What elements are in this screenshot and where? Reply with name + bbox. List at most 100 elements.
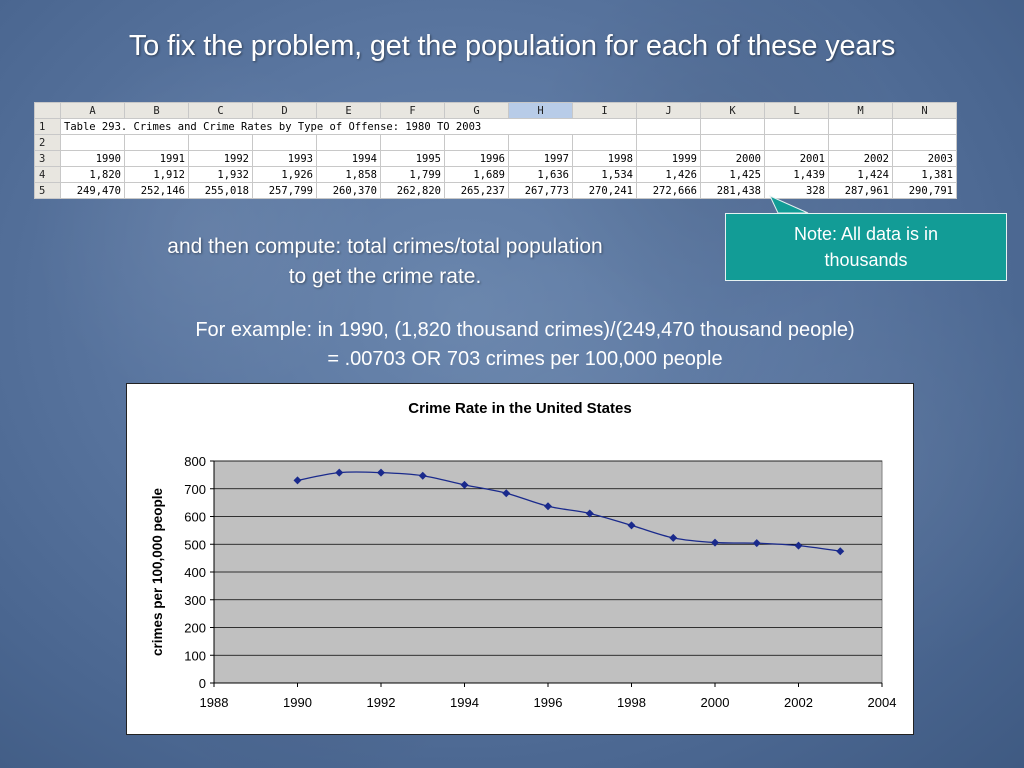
row-header-4[interactable]: 4 xyxy=(34,166,61,183)
cell-i3[interactable]: 1998 xyxy=(572,150,637,167)
data-point-2000 xyxy=(711,538,719,547)
column-header-a[interactable]: A xyxy=(60,102,125,119)
column-header-l[interactable]: L xyxy=(764,102,829,119)
cell-m3[interactable]: 2002 xyxy=(828,150,893,167)
cell-a5[interactable]: 249,470 xyxy=(60,182,125,199)
cell-f3[interactable]: 1995 xyxy=(380,150,445,167)
cell-i4[interactable]: 1,534 xyxy=(572,166,637,183)
data-point-1994 xyxy=(460,480,469,489)
column-header-n[interactable]: N xyxy=(892,102,957,119)
compute-line1: and then compute: total crimes/total pop… xyxy=(167,235,603,258)
cell-i5[interactable]: 270,241 xyxy=(572,182,637,199)
cell-g5[interactable]: 265,237 xyxy=(444,182,509,199)
cell[interactable] xyxy=(828,118,893,135)
cell-c3[interactable]: 1992 xyxy=(188,150,253,167)
data-point-1995 xyxy=(502,489,511,498)
cell-b4[interactable]: 1,912 xyxy=(124,166,189,183)
cell-c2[interactable] xyxy=(188,134,253,151)
cell-l4[interactable]: 1,439 xyxy=(764,166,829,183)
row-header-5[interactable]: 5 xyxy=(34,182,61,199)
cell-m2[interactable] xyxy=(828,134,893,151)
cell-d2[interactable] xyxy=(252,134,317,151)
sheet-row-4: 4 1,820 1,912 1,932 1,926 1,858 1,799 1,689 1,63… xyxy=(34,166,957,183)
example-line1: For example: in 1990, (1,820 thousand cr… xyxy=(195,319,855,341)
row-header-1[interactable]: 1 xyxy=(34,118,61,135)
cell-e2[interactable] xyxy=(316,134,381,151)
column-header-g[interactable]: G xyxy=(444,102,509,119)
y-tick-label-500: 500 xyxy=(184,537,206,552)
cell-l5[interactable]: 328 xyxy=(764,182,829,199)
cell-h2[interactable] xyxy=(508,134,573,151)
cell-g2[interactable] xyxy=(444,134,509,151)
crime-rate-chart: Crime Rate in the United States 0 100 200 30… xyxy=(150,400,896,710)
cell-b3[interactable]: 1991 xyxy=(124,150,189,167)
column-header-k[interactable]: K xyxy=(700,102,765,119)
cell-j4[interactable]: 1,426 xyxy=(636,166,701,183)
cell-d3[interactable]: 1993 xyxy=(252,150,317,167)
cell-b2[interactable] xyxy=(124,134,189,151)
cell-h3[interactable]: 1997 xyxy=(508,150,573,167)
column-header-m[interactable]: M xyxy=(828,102,893,119)
cell-a2[interactable] xyxy=(60,134,125,151)
cell-f4[interactable]: 1,799 xyxy=(380,166,445,183)
select-all-corner[interactable] xyxy=(34,102,61,119)
column-header-b[interactable]: B xyxy=(124,102,189,119)
cell[interactable] xyxy=(892,118,957,135)
cell-e4[interactable]: 1,858 xyxy=(316,166,381,183)
cell-c5[interactable]: 255,018 xyxy=(188,182,253,199)
column-header-f[interactable]: F xyxy=(380,102,445,119)
cell-g4[interactable]: 1,689 xyxy=(444,166,509,183)
cell-l3[interactable]: 2001 xyxy=(764,150,829,167)
column-header-i[interactable]: I xyxy=(572,102,637,119)
cell-i2[interactable] xyxy=(572,134,637,151)
y-tick-label-400: 400 xyxy=(184,565,206,580)
cell-a4[interactable]: 1,820 xyxy=(60,166,125,183)
compute-line2: to get the crime rate. xyxy=(288,265,482,288)
cell-a3[interactable]: 1990 xyxy=(60,150,125,167)
cell-k4[interactable]: 1,425 xyxy=(700,166,765,183)
cell-c4[interactable]: 1,932 xyxy=(188,166,253,183)
cell-m4[interactable]: 1,424 xyxy=(828,166,893,183)
column-header-h[interactable]: H xyxy=(508,102,573,119)
cell-k3[interactable]: 2000 xyxy=(700,150,765,167)
data-point-1990 xyxy=(293,476,302,485)
cell-n2[interactable] xyxy=(892,134,957,151)
cell-k5[interactable]: 281,438 xyxy=(700,182,765,199)
cell-n4[interactable]: 1,381 xyxy=(892,166,957,183)
cell-e5[interactable]: 260,370 xyxy=(316,182,381,199)
cell-h5[interactable]: 267,773 xyxy=(508,182,573,199)
sheet-row-3: 3 1990 1991 1992 1993 1994 1995 1996 1997 1998 199… xyxy=(34,150,957,167)
cell-a1[interactable]: Table 293. Crimes and Crime Rates by Typ… xyxy=(60,118,637,135)
cell-d4[interactable]: 1,926 xyxy=(252,166,317,183)
cell-d5[interactable]: 257,799 xyxy=(252,182,317,199)
cell-j2[interactable] xyxy=(636,134,701,151)
cell-e3[interactable]: 1994 xyxy=(316,150,381,167)
cell-k2[interactable] xyxy=(700,134,765,151)
cell-f2[interactable] xyxy=(380,134,445,151)
y-tick-label-0: 0 xyxy=(199,676,206,691)
cell-m5[interactable]: 287,961 xyxy=(828,182,893,199)
cell[interactable] xyxy=(764,118,829,135)
column-header-e[interactable]: E xyxy=(316,102,381,119)
cell-n3[interactable]: 2003 xyxy=(892,150,957,167)
cell-n5[interactable]: 290,791 xyxy=(892,182,957,199)
cell-j3[interactable]: 1999 xyxy=(636,150,701,167)
cell-g3[interactable]: 1996 xyxy=(444,150,509,167)
cell-b5[interactable]: 252,146 xyxy=(124,182,189,199)
cell-f5[interactable]: 262,820 xyxy=(380,182,445,199)
cell[interactable] xyxy=(700,118,765,135)
example-line2: = .00703 OR 703 crimes per 100,000 peopl… xyxy=(327,348,723,370)
row-header-3[interactable]: 3 xyxy=(34,150,61,167)
column-header-d[interactable]: D xyxy=(252,102,317,119)
column-header-j[interactable]: J xyxy=(636,102,701,119)
data-point-2002 xyxy=(794,541,803,550)
cell-l2[interactable] xyxy=(764,134,829,151)
y-tick-label-700: 700 xyxy=(184,482,206,497)
note-callout: Note: All data is in thousands xyxy=(725,213,1007,281)
cell-h4[interactable]: 1,636 xyxy=(508,166,573,183)
cell-j5[interactable]: 272,666 xyxy=(636,182,701,199)
cell[interactable] xyxy=(636,118,701,135)
column-header-c[interactable]: C xyxy=(188,102,253,119)
chart-title: Crime Rate in the United States xyxy=(408,400,631,417)
row-header-2[interactable]: 2 xyxy=(34,134,61,151)
